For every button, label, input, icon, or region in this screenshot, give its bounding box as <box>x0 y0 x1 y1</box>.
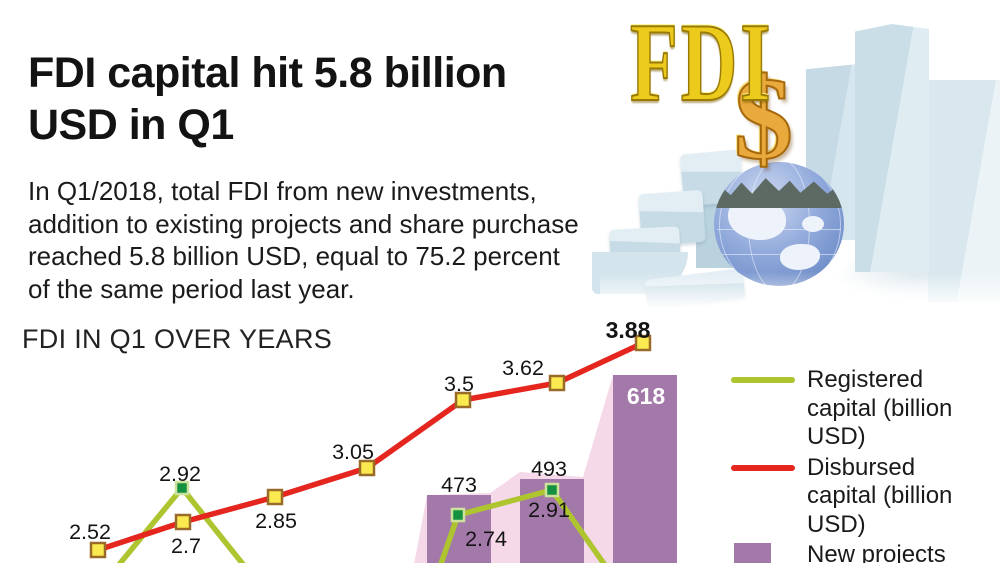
disbursed-capital-swatch <box>731 464 795 471</box>
dollar-sign-icon: $ <box>733 53 794 184</box>
bar-value-label: 493 <box>531 457 567 481</box>
disbursed-value-label: 2.7 <box>171 534 201 558</box>
disbursed-capital-marker <box>548 374 566 392</box>
registered-value-label: 2.74 <box>465 527 507 551</box>
fdi-illustration: $ FDI <box>592 0 1000 318</box>
legend-item-registered: Registered capital (billion USD) <box>728 366 1000 452</box>
registered-capital-line <box>438 487 607 563</box>
disbursed-value-label: 2.52 <box>69 520 111 544</box>
disbursed-capital-marker <box>174 513 192 531</box>
legend-item-disbursed: Disbursed capital (billion USD) <box>728 454 1000 540</box>
continent-shape <box>802 216 824 232</box>
title-line: USD in Q1 <box>28 100 234 149</box>
hero-fade <box>600 272 1000 318</box>
disbursed-value-label: 3.5 <box>444 372 474 396</box>
intro-line: of the same period last year. <box>28 273 355 304</box>
legend-label: Disbursed capital (billion USD) <box>807 453 953 538</box>
disbursed-value-label: 3.62 <box>502 356 544 380</box>
fdi-gold-text: FDI <box>629 1 774 125</box>
intro-line: reached 5.8 billion USD, equal to 75.2 p… <box>28 241 560 271</box>
bar-value-label: 473 <box>441 473 477 497</box>
fdi-chart: 2.52 2.7 2.85 3.05 3.5 3.62 3.88 2.92 2.74 2.91 47… <box>69 317 677 563</box>
registered-capital-marker <box>450 507 466 523</box>
disbursed-capital-marker <box>634 334 652 352</box>
bar-column-icon <box>928 80 1000 302</box>
globe-parallel <box>716 253 842 256</box>
new-projects-bar <box>613 375 677 563</box>
legend-label: New projects <box>807 541 946 563</box>
bar-column-icon <box>855 24 929 272</box>
title-line: FDI capital hit 5.8 billion <box>28 48 507 97</box>
bar-value-label: 618 <box>627 383 666 409</box>
registered-capital-swatch <box>731 377 795 383</box>
globe-meridian <box>719 162 841 286</box>
disbursed-capital-marker <box>358 459 376 477</box>
disbursed-value-label: 3.88 <box>606 317 651 343</box>
registered-value-label: 2.92 <box>159 462 201 486</box>
continent-shape <box>780 244 820 270</box>
intro-line: In Q1/2018, total FDI from new investmen… <box>28 176 537 206</box>
disbursed-capital-marker <box>454 391 472 409</box>
intro-line: addition to existing projects and share … <box>28 208 579 239</box>
legend-item-new-projects: New projects <box>728 541 1000 563</box>
globe-icon <box>714 162 844 286</box>
chart-section-title: FDI IN Q1 OVER YEARS <box>22 324 333 354</box>
new-projects-swatch <box>734 543 771 563</box>
registered-capital-marker <box>544 482 560 498</box>
disbursed-value-label: 2.85 <box>255 509 297 533</box>
disbursed-value-label: 3.05 <box>332 440 374 464</box>
registered-capital-marker <box>174 480 190 496</box>
page-title: FDI capital hit 5.8 billion USD in Q1 <box>28 47 507 151</box>
chart-legend: Registered capital (billion USD) Disburs… <box>728 366 1000 563</box>
disbursed-capital-marker <box>266 488 284 506</box>
registered-value-label: 2.91 <box>528 498 570 522</box>
legend-label: Registered capital (billion USD) <box>807 366 953 450</box>
disbursed-capital-marker <box>89 541 107 559</box>
intro-paragraph: In Q1/2018, total FDI from new investmen… <box>28 175 579 305</box>
